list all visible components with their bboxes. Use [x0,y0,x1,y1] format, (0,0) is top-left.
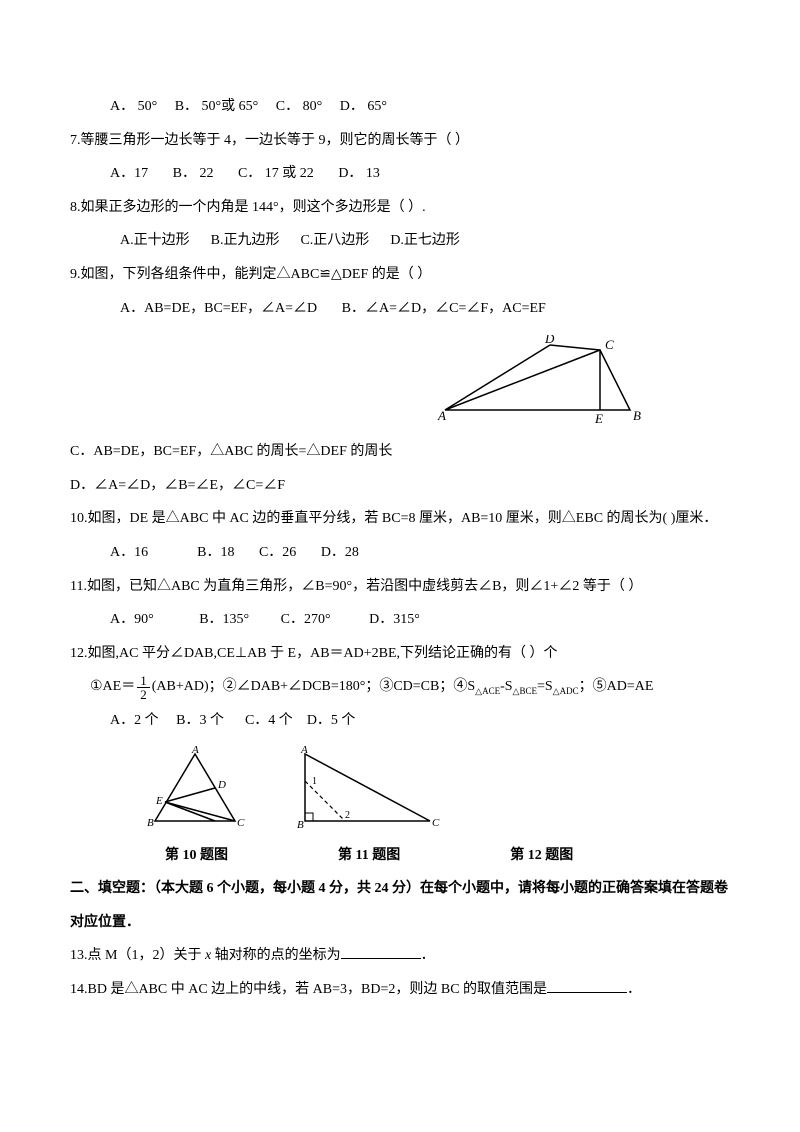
q11-opt-d: D．315° [369,612,420,627]
q14: 14.BD 是△ABC 中 AC 边上的中线，若 AB=3，BD=2，则边 BC… [70,973,730,1007]
q7-opt-a: A．17 [110,166,148,181]
q10-opt-b: B．18 [197,545,234,560]
q13-end: ． [421,948,435,963]
q11-opt-a: A．90° [110,612,154,627]
q9-figure: A B C D E [70,335,730,425]
sub-bce: △BCE [513,686,537,696]
q11-opt-b: B．135° [199,612,249,627]
q9-options-ab: A．AB=DE，BC=EF，∠A=∠D B．∠A=∠D，∠C=∠F，AC=EF [70,292,730,326]
q12-opt-c: C．4 个 [245,713,293,728]
q11-options: A．90° B．135° C．270° D．315° [70,603,730,637]
q6-opt-c: C． 80° [276,99,322,114]
q8-opt-d: D.正七边形 [390,233,460,248]
q12-stem-b: ①AE＝12(AB+AD)；②∠DAB+∠DCB=180°；③CD=CB；④S△… [70,670,730,704]
svg-text:A: A [300,746,308,756]
svg-text:C: C [605,337,614,352]
q10-opt-a: A．16 [110,545,148,560]
q10-opt-c: C．26 [259,545,296,560]
q11-stem: 11.如图，已知△ABC 为直角三角形，∠B=90°，若沿图中虚线剪去∠B，则∠… [70,570,730,604]
q8-stem: 8.如果正多边形的一个内角是 144°，则这个多边形是（ ）. [70,191,730,225]
q12-options: A．2 个 B．3 个 C．4 个 D．5 个 [70,704,730,738]
q7-opt-c: C． 17 或 22 [238,166,314,181]
q6-opt-a: A． 50° [110,99,157,114]
q12-end: ；⑤AD=AE [579,679,654,694]
svg-text:C: C [237,817,245,829]
svg-text:E: E [594,411,603,425]
q7-opt-b: B． 22 [173,166,214,181]
q6-options: A． 50° B． 50°或 65° C． 80° D． 65° [70,90,730,124]
q10-options: A．16 B．18 C．26 D．28 [70,536,730,570]
q12-stem-a: 12.如图,AC 平分∠DAB,CE⊥AB 于 E，AB＝AD+2BE,下列结论… [70,637,730,671]
q8-opt-c: C.正八边形 [300,233,369,248]
q12-opt-b: B．3 个 [176,713,224,728]
figure-q10: A B C D E [140,746,250,831]
q12-pre: ①AE＝ [90,679,135,694]
q10-stem: 10.如图，DE 是△ABC 中 AC 边的垂直平分线，若 BC=8 厘米，AB… [70,502,730,536]
q6-opt-d: D． 65° [340,99,387,114]
q8-opt-a: A.正十边形 [120,233,190,248]
q14-end: ． [627,982,641,997]
q9-stem: 9.如图，下列各组条件中，能判定△ABC≌△DEF 的是（ ） [70,258,730,292]
q6-opt-b: B． 50°或 65° [175,99,259,114]
q13-blank [341,945,421,959]
svg-text:D: D [544,335,555,346]
q13: 13.点 M（1，2）关于 x 轴对称的点的坐标为． [70,939,730,973]
svg-text:A: A [191,746,199,756]
q7-stem: 7.等腰三角形一边长等于 4，一边长等于 9，则它的周长等于（ ） [70,124,730,158]
svg-text:1: 1 [312,776,317,787]
q12-mid: (AB+AD)；②∠DAB+∠DCB=180°；③CD=CB；④S [152,679,475,694]
q7-options: A．17 B． 22 C． 17 或 22 D． 13 [70,157,730,191]
q8-options: A.正十边形 B.正九边形 C.正八边形 D.正七边形 [70,224,730,258]
caption-10: 第 10 题图 [165,839,228,873]
figure-captions: 第 10 题图 第 11 题图 第 12 题图 [70,839,730,873]
section2-title: 二、填空题：（本大题 6 个小题，每小题 4 分，共 24 分）在每个小题中，请… [70,872,730,939]
q13-post: 轴对称的点的坐标为 [211,948,341,963]
triangle-figure-q9: A B C D E [430,335,650,425]
q11-opt-c: C．270° [281,612,331,627]
figures-row: A B C D E A B C 1 2 [70,746,730,831]
svg-text:B: B [297,819,304,831]
figure-q11: A B C 1 2 [290,746,440,831]
q7-opt-d: D． 13 [338,166,380,181]
svg-text:D: D [217,779,226,791]
svg-text:C: C [432,817,440,829]
q9-opt-b: B．∠A=∠D，∠C=∠F，AC=EF [342,301,546,316]
q9-opt-a: A．AB=DE，BC=EF，∠A=∠D [120,301,317,316]
q12-opt-a: A．2 个 [110,713,159,728]
q9-opt-d: D．∠A=∠D，∠B=∠E，∠C=∠F [70,469,730,503]
svg-text:B: B [147,817,154,829]
q10-opt-d: D．28 [321,545,359,560]
caption-12: 第 12 题图 [510,839,573,873]
sub-adc: △ADC [553,686,579,696]
svg-text:A: A [437,408,446,423]
q8-opt-b: B.正九边形 [211,233,280,248]
q9-opt-c: C．AB=DE，BC=EF，△ABC 的周长=△DEF 的周长 [70,435,730,469]
caption-11: 第 11 题图 [338,839,400,873]
q12-opt-d: D．5 个 [307,713,356,728]
sub-ace: △ACE [475,686,500,696]
q14-pre: 14.BD 是△ABC 中 AC 边上的中线，若 AB=3，BD=2，则边 BC… [70,982,547,997]
svg-text:2: 2 [345,810,350,821]
fraction-half: 12 [137,674,150,701]
q13-pre: 13.点 M（1，2）关于 [70,948,205,963]
q14-blank [547,979,627,993]
svg-text:B: B [633,408,641,423]
svg-text:E: E [155,795,163,807]
